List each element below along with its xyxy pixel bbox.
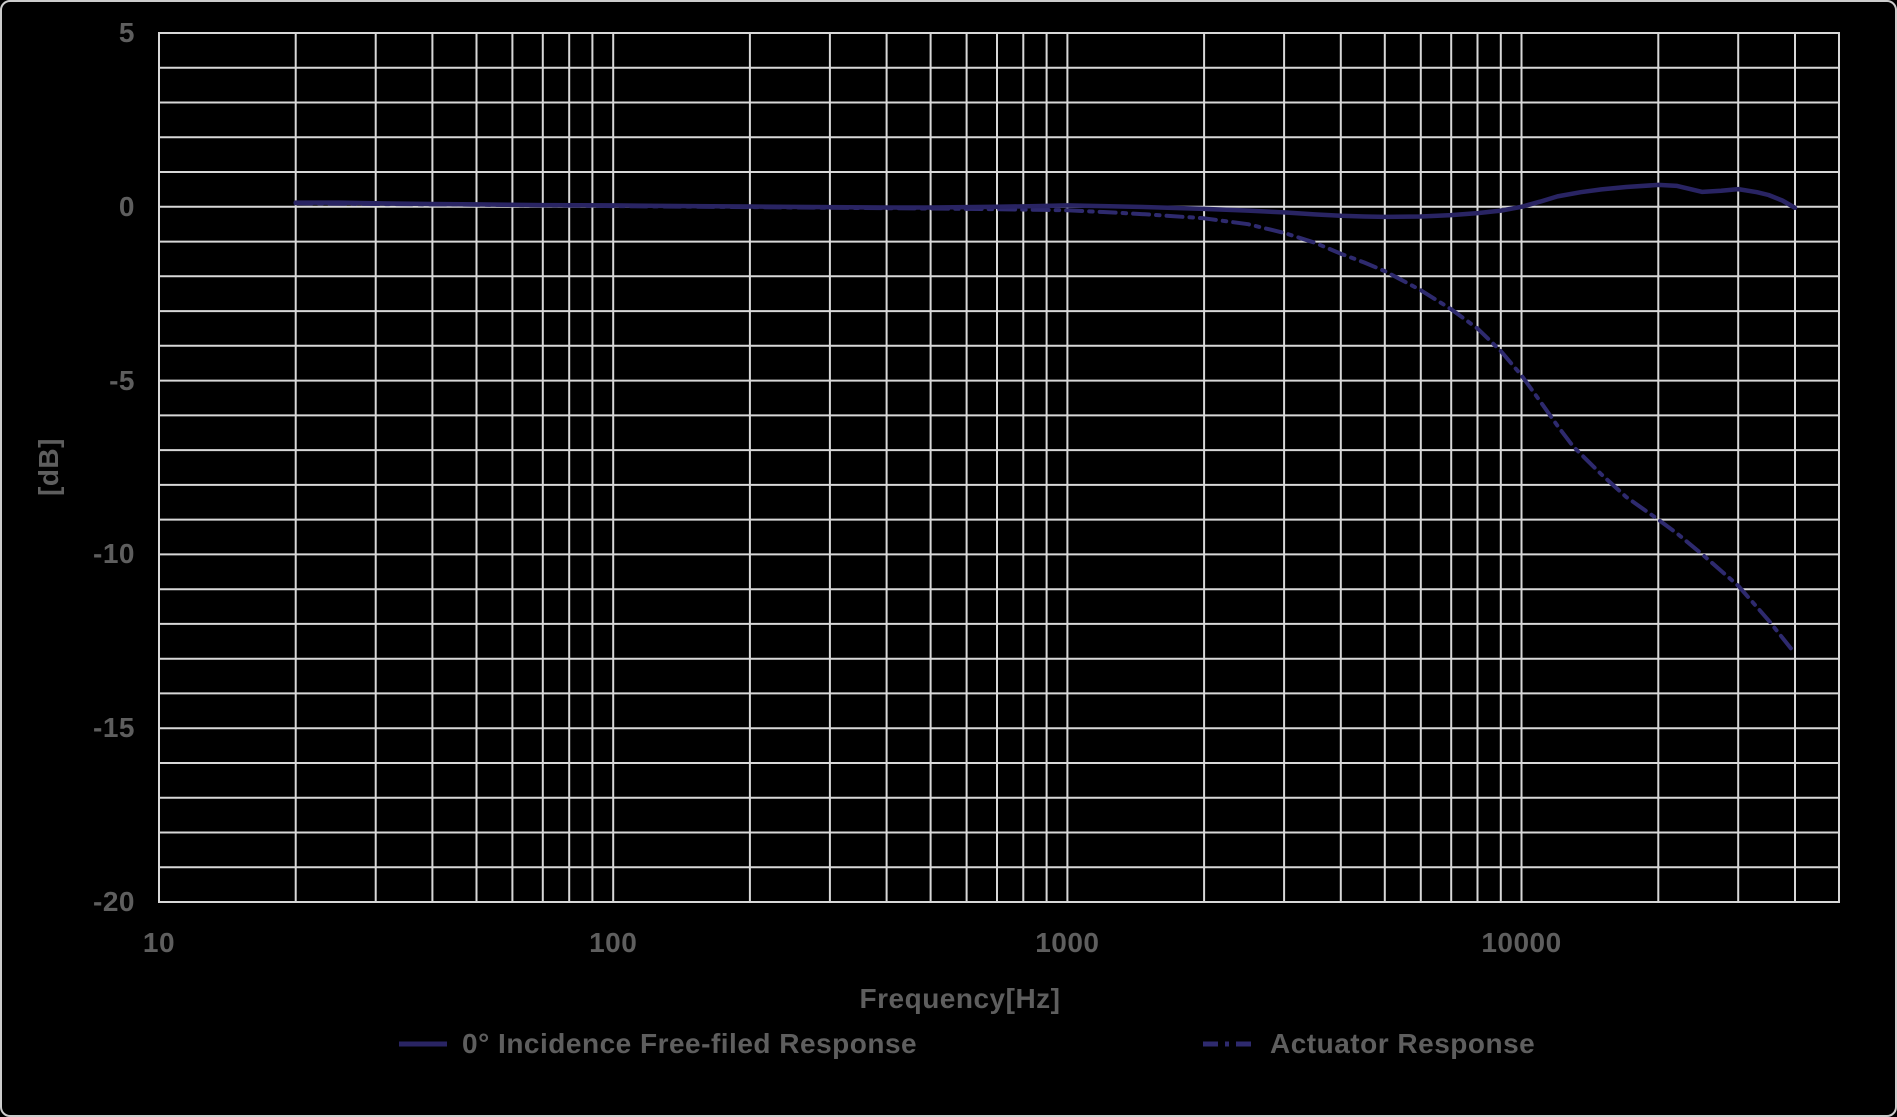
x-tick-label: 10000 xyxy=(1481,927,1562,958)
y-tick-label: -15 xyxy=(93,712,135,744)
x-axis-label: Frequency[Hz] xyxy=(859,983,1061,1014)
legend-item-free-field: 0° Incidence Free-filed Response xyxy=(398,1024,917,1064)
legend-label-free-field: 0° Incidence Free-filed Response xyxy=(462,1028,918,1059)
solid-line-swatch-icon xyxy=(399,1041,447,1047)
y-tick-label: -10 xyxy=(93,538,135,570)
x-tick-label: 1000 xyxy=(1035,927,1100,958)
legend-item-actuator: Actuator Response xyxy=(1202,1024,1535,1064)
plot-frame xyxy=(158,32,1840,903)
y-tick-label: -20 xyxy=(93,886,135,917)
series-dash-dot xyxy=(293,201,1797,656)
dash-dot-line-swatch-icon xyxy=(1203,1041,1255,1047)
x-tick-label: 10 xyxy=(142,927,176,958)
x-tick-label: 100 xyxy=(589,927,638,958)
y-tick-label: -5 xyxy=(109,364,135,396)
y-axis-label: [dB] xyxy=(33,438,64,496)
legend-label-actuator: Actuator Response xyxy=(1270,1028,1536,1059)
y-tick-label: 0 xyxy=(118,190,135,222)
y-tick-label: 5 xyxy=(118,17,135,48)
series-solid xyxy=(293,182,1798,220)
